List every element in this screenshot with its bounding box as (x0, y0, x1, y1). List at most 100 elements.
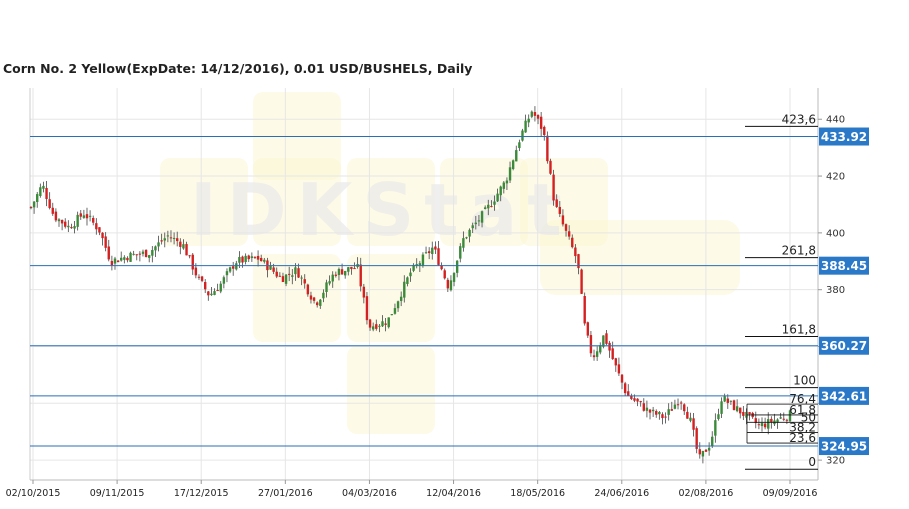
candle-body (247, 255, 250, 260)
candle-body (300, 277, 303, 279)
candle-body (88, 215, 92, 217)
candle-body (549, 160, 552, 174)
candle-body (599, 345, 602, 353)
candle-body (269, 265, 272, 270)
fib-retracement-label: 38,2 (789, 421, 816, 435)
candle-body (235, 263, 238, 270)
candle-body (378, 325, 381, 327)
candle-body (670, 409, 673, 411)
candle-body (455, 260, 459, 273)
candle-body (567, 231, 571, 237)
price-badge (819, 336, 869, 355)
candle-body (375, 324, 378, 329)
candle-body (67, 225, 70, 228)
candle-body (427, 251, 431, 254)
candle-body (443, 270, 446, 279)
candle-body (284, 274, 288, 284)
x-axis: 02/10/2015 09/11/2015 17/12/2015 27/01/2016… (6, 480, 818, 499)
candle-body (135, 254, 138, 256)
candle-body (340, 269, 344, 275)
candle-body (381, 321, 384, 327)
candle-body (144, 249, 148, 257)
candle-body (661, 414, 664, 419)
candle-body (95, 223, 98, 230)
candle-body (527, 118, 530, 123)
candle-body (294, 267, 297, 275)
candle-body (120, 257, 123, 261)
candle-body (154, 246, 157, 251)
candle-body (412, 264, 415, 271)
candle-body (648, 409, 652, 413)
price-badge-label: 433.92 (821, 130, 867, 144)
candle-body (39, 187, 42, 196)
price-badge (819, 437, 869, 456)
candle-body (253, 256, 257, 258)
candle-body (431, 247, 434, 255)
candle-body (306, 284, 310, 295)
candle-body (204, 282, 207, 290)
x-tick-label: 09/09/2016 (763, 488, 818, 499)
candle-body (287, 273, 291, 275)
candle-body (64, 221, 67, 227)
candle-body (92, 217, 95, 223)
candle-body (577, 254, 580, 269)
candle-body (213, 291, 216, 295)
candle-body (655, 411, 658, 415)
candle-body (686, 411, 689, 419)
candle-body (85, 214, 89, 219)
candle-body (141, 251, 145, 254)
candle-body (595, 351, 599, 357)
candle-body (474, 222, 478, 225)
candle-body (732, 400, 736, 410)
candle-body (210, 293, 213, 296)
candle-body (138, 253, 142, 255)
candle-body (57, 219, 61, 222)
y-tick-label: 440 (826, 115, 845, 126)
candle-body (586, 322, 590, 336)
candle-body (642, 403, 645, 411)
candle-body (101, 232, 104, 239)
candle-body (471, 225, 474, 229)
candle-body (788, 410, 792, 422)
candle-body (446, 279, 450, 289)
watermark-tile (253, 254, 341, 342)
candle-body (754, 418, 757, 424)
candle-body (163, 238, 166, 241)
candle-body (505, 180, 509, 184)
candle-body (157, 242, 160, 247)
candle-body (390, 314, 394, 316)
candle-body (645, 407, 649, 411)
candle-body (511, 160, 515, 169)
y-tick-label: 380 (826, 285, 845, 296)
candle-body (524, 120, 527, 133)
candle-body (729, 400, 733, 402)
watermark-tile (440, 158, 528, 246)
candle-body (70, 227, 73, 229)
candle-body (241, 256, 244, 263)
candle-body (244, 255, 247, 262)
candle-body (259, 257, 263, 262)
watermark-tile (160, 158, 248, 246)
candle-body (207, 291, 210, 296)
candle-body (658, 412, 661, 415)
candle-body (222, 277, 226, 284)
price-badge-label: 324.95 (821, 440, 867, 454)
watermark-tile (253, 158, 341, 246)
candle-body (291, 275, 294, 277)
candle-body (116, 260, 120, 263)
candle-body (126, 257, 129, 261)
candle-body (272, 267, 275, 272)
candle-body (48, 199, 51, 209)
price-badge-label: 388.45 (821, 259, 867, 273)
candle-body (493, 201, 496, 205)
candle-body (45, 187, 48, 199)
candle-body (539, 116, 543, 129)
candle-body (543, 126, 546, 136)
x-tick-label: 02/10/2015 (6, 488, 61, 499)
candle-body (350, 266, 353, 269)
candle-body (564, 224, 568, 231)
candle-body (779, 417, 782, 419)
candle-body (571, 237, 574, 248)
candle-body (123, 257, 126, 260)
